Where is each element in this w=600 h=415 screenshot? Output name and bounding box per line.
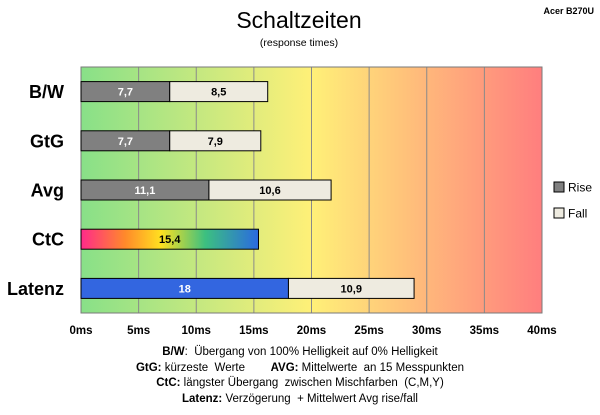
- bar-label-rise: 11,1: [135, 185, 156, 197]
- legend-rise-label: Rise: [568, 181, 592, 195]
- chart-title: Schaltzeiten: [236, 7, 361, 33]
- bar-fall: [169, 130, 262, 152]
- bar-label-rise: 7,7: [118, 136, 133, 148]
- bar-label-fall: 8,5: [211, 87, 226, 99]
- x-tick-label: 35ms: [470, 325, 499, 337]
- category-label: GtG: [30, 131, 64, 151]
- category-label: B/W: [29, 82, 64, 102]
- bar-rise: [80, 228, 259, 250]
- bar-label-rise: 18: [179, 283, 191, 295]
- bar-label-fall: 7,9: [208, 136, 223, 148]
- footnote-line: Latenz: Verzögerung + Mittelwert Avg ris…: [182, 392, 418, 405]
- footnote-line: CtC: längster Übergang zwischen Mischfar…: [156, 377, 444, 389]
- x-tick-labels: 0ms 5ms 10ms 15ms 20ms 25ms 30ms 35ms 40ms: [69, 325, 556, 337]
- category-label: CtC: [32, 230, 64, 250]
- bars: 7,7 8,5 7,7 7,9 11,1 10,6 15,4 18 10,9: [80, 81, 415, 299]
- bar-label-fall: 10,6: [259, 185, 280, 197]
- x-tick-label: 10ms: [182, 325, 211, 337]
- legend-fall-swatch: [553, 207, 565, 219]
- category-label: Latenz: [7, 279, 64, 299]
- category-label: Avg: [31, 181, 64, 201]
- bar-fall: [169, 81, 269, 103]
- x-tick-label: 20ms: [297, 325, 326, 337]
- bar-fall: [208, 179, 332, 201]
- legend: Rise Fall: [553, 181, 592, 221]
- footnote-line: GtG: kürzeste Werte AVG: Mittelwerte an …: [135, 361, 465, 374]
- x-tick-label: 0ms: [69, 325, 92, 337]
- legend-fall-label: Fall: [568, 207, 587, 221]
- bar-fall: [287, 277, 415, 299]
- footnote-line: B/W: Übergang von 100% Helligkeit auf 0%…: [162, 346, 438, 358]
- category-labels: B/W GtG Avg CtC Latenz: [7, 82, 64, 299]
- legend-rise-swatch: [553, 181, 565, 193]
- x-tick-label: 30ms: [412, 325, 441, 337]
- x-tick-label: 15ms: [239, 325, 268, 337]
- x-tick-label: 25ms: [354, 325, 383, 337]
- chart-subtitle: (response times): [260, 37, 338, 49]
- model-label: Acer B270U: [543, 6, 594, 16]
- x-tick-label: 40ms: [527, 325, 556, 337]
- bar-label-rise: 7,7: [118, 87, 133, 99]
- x-tick-label: 5ms: [127, 325, 150, 337]
- bar-label-fall: 10,9: [341, 283, 362, 295]
- bar-label-rise: 15,4: [159, 234, 181, 246]
